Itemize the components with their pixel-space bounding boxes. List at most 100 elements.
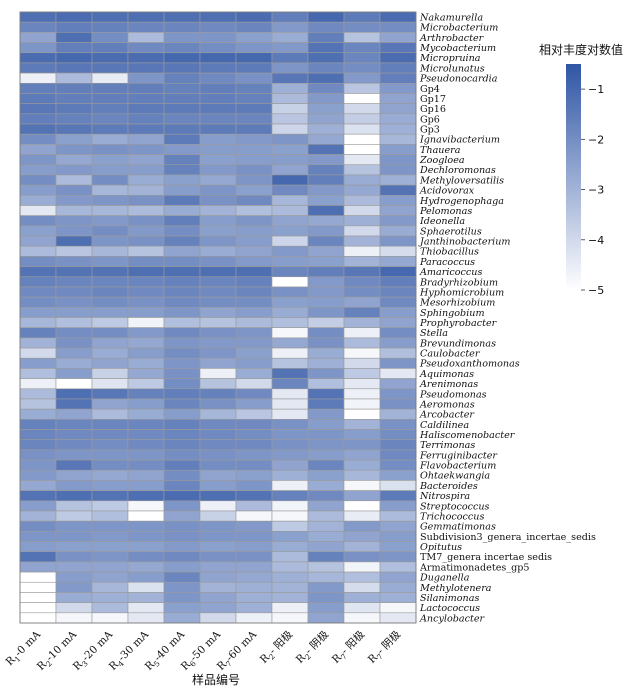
heatmap-cell xyxy=(379,459,417,471)
heatmap-cell xyxy=(127,327,165,339)
heatmap-cell xyxy=(127,531,165,542)
legend-tick-label: −5 xyxy=(588,284,604,297)
row-label: Thauera xyxy=(420,145,461,156)
heatmap-cell xyxy=(163,276,201,288)
heatmap-cell xyxy=(235,510,273,522)
heatmap-cell xyxy=(271,337,309,349)
heatmap-cell xyxy=(199,42,237,54)
heatmap-cell xyxy=(19,296,57,308)
heatmap-cell xyxy=(55,327,93,339)
heatmap-cell xyxy=(127,357,165,369)
heatmap-cell xyxy=(343,357,381,369)
heatmap-cell xyxy=(163,133,201,145)
row-label: Methyloversatilis xyxy=(419,175,504,186)
heatmap-cell xyxy=(199,164,237,176)
heatmap-cell xyxy=(307,388,345,400)
heatmap-cell xyxy=(235,398,273,410)
heatmap-cell xyxy=(343,11,381,23)
heatmap-cell xyxy=(307,510,345,522)
heatmap-cell xyxy=(271,490,309,502)
heatmap-cell xyxy=(379,357,417,369)
heatmap-cell xyxy=(55,398,93,410)
heatmap-cell xyxy=(163,551,201,563)
heatmap-cell xyxy=(235,225,273,237)
row-label: Brevundimonas xyxy=(419,338,496,349)
heatmap-cell xyxy=(199,103,237,115)
row-label: Mycobacterium xyxy=(419,43,496,54)
heatmap-cell xyxy=(271,32,309,43)
heatmap-cell xyxy=(127,296,165,308)
heatmap-cell xyxy=(163,419,201,430)
heatmap-cell xyxy=(19,531,57,542)
heatmap-cell xyxy=(307,551,345,563)
heatmap-cell xyxy=(55,225,93,237)
heatmap-cell xyxy=(163,52,201,64)
heatmap-cell xyxy=(307,581,345,593)
heatmap-cell xyxy=(199,378,237,390)
heatmap-cell xyxy=(127,500,165,512)
heatmap-frame xyxy=(19,11,417,624)
row-label: Streptococcus xyxy=(420,501,490,512)
heatmap-cell xyxy=(307,561,345,573)
heatmap-cell xyxy=(199,195,237,206)
heatmap-cell xyxy=(163,93,201,104)
heatmap-cell xyxy=(199,449,237,461)
heatmap-cell xyxy=(163,480,201,491)
heatmap-cell xyxy=(307,52,345,64)
heatmap-cell xyxy=(199,32,237,43)
heatmap-cell xyxy=(199,113,237,125)
heatmap-cell xyxy=(163,531,201,542)
heatmap-cell xyxy=(271,592,309,603)
heatmap-cell xyxy=(379,571,417,583)
heatmap-cell xyxy=(307,307,345,318)
heatmap-cell xyxy=(55,592,93,603)
heatmap-cell xyxy=(55,235,93,247)
row-label: Trichococcus xyxy=(420,511,484,522)
heatmap-cell xyxy=(379,378,417,390)
heatmap-cell xyxy=(307,205,345,216)
row-label: Thiobacillus xyxy=(420,247,479,258)
heatmap-cell xyxy=(307,612,345,624)
heatmap-cell xyxy=(55,164,93,176)
heatmap-cell xyxy=(91,439,129,451)
heatmap-cell xyxy=(343,103,381,115)
heatmap-cell xyxy=(379,449,417,461)
heatmap-cell xyxy=(307,317,345,328)
heatmap-cell xyxy=(271,113,309,125)
row-label: Bradyrhizobium xyxy=(419,277,498,288)
heatmap-cell xyxy=(271,82,309,94)
heatmap-cell xyxy=(91,500,129,512)
heatmap-cell xyxy=(343,52,381,64)
legend-tick-label: −4 xyxy=(588,234,604,247)
row-label: Methylotenera xyxy=(419,583,492,594)
heatmap-cell xyxy=(163,123,201,135)
heatmap-cell xyxy=(91,480,129,491)
heatmap-cell xyxy=(379,602,417,614)
heatmap-cell xyxy=(91,378,129,390)
heatmap-cell xyxy=(127,72,165,84)
heatmap-cell xyxy=(379,42,417,54)
heatmap-cell xyxy=(199,500,237,512)
heatmap-cell xyxy=(127,103,165,115)
heatmap-cell xyxy=(343,205,381,216)
heatmap-cell xyxy=(19,419,57,430)
heatmap-cell xyxy=(91,205,129,216)
heatmap-cell xyxy=(163,205,201,216)
heatmap-cell xyxy=(379,72,417,84)
heatmap-cell xyxy=(91,245,129,257)
heatmap-cell xyxy=(307,500,345,512)
heatmap-cell xyxy=(343,337,381,349)
heatmap-cell xyxy=(271,52,309,64)
heatmap-cell xyxy=(163,520,201,532)
heatmap-cell xyxy=(127,307,165,318)
heatmap-cell xyxy=(271,500,309,512)
heatmap-cell xyxy=(307,398,345,410)
row-label: Subdivision3_genera_incertae_sedis xyxy=(420,532,596,543)
heatmap-cell xyxy=(307,21,345,33)
heatmap-cell xyxy=(19,245,57,257)
heatmap-cell xyxy=(55,52,93,64)
heatmap-cell xyxy=(379,164,417,176)
heatmap-cell xyxy=(127,11,165,23)
heatmap-cell xyxy=(343,429,381,440)
heatmap-cell xyxy=(343,368,381,379)
